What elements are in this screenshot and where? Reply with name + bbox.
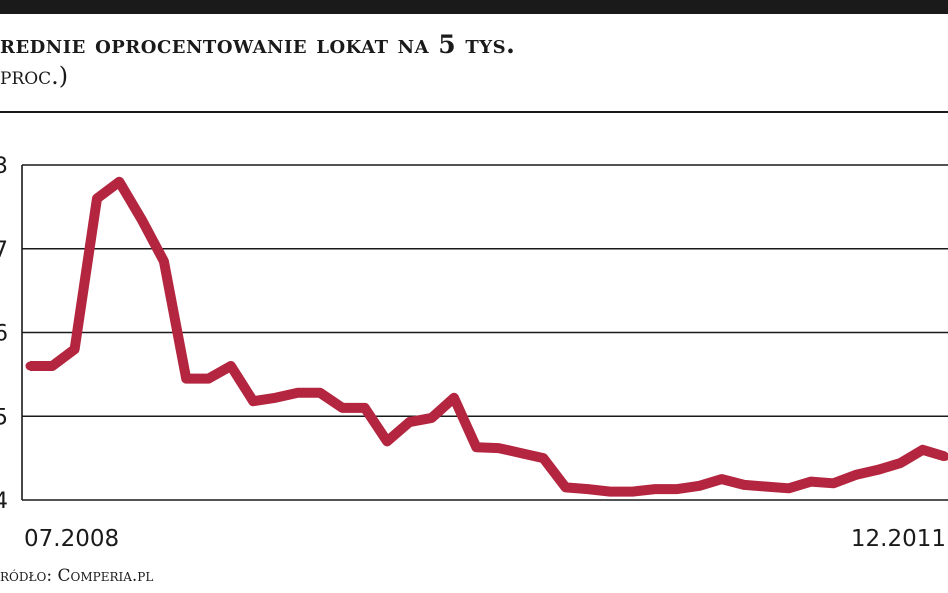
data-point [449, 393, 459, 403]
data-point [494, 443, 504, 453]
chart-title: rednie oprocentowanie lokat na 5 tys. [0, 30, 516, 59]
data-point [761, 482, 771, 492]
data-point [628, 487, 638, 497]
data-point [427, 413, 437, 423]
data-point [181, 374, 191, 384]
header-rule [0, 111, 948, 113]
y-tick-label: 4 [0, 489, 8, 514]
source-note: ródło: Comperia.pl [0, 566, 154, 586]
data-point [404, 417, 414, 427]
data-point [25, 361, 35, 371]
data-point [583, 484, 593, 494]
data-point [248, 396, 258, 406]
x-tick-label: 12.2011 [851, 526, 946, 552]
chart-subtitle: proc.) [0, 62, 69, 90]
y-tick-label: 3 [0, 154, 8, 179]
data-point [114, 177, 124, 187]
data-point [538, 453, 548, 463]
data-point [672, 484, 682, 494]
data-point [92, 194, 102, 203]
data-point [137, 214, 147, 224]
data-point [695, 481, 705, 491]
data-point [70, 344, 80, 354]
data-point [918, 445, 928, 455]
data-point [159, 256, 169, 266]
data-point [650, 484, 660, 494]
data-point [270, 393, 280, 403]
data-point [561, 482, 571, 492]
data-point [382, 436, 392, 446]
data-point [784, 483, 794, 493]
data-point [471, 442, 481, 452]
data-point [940, 451, 948, 461]
data-point [226, 361, 236, 371]
data-point [806, 477, 816, 487]
data-point [717, 474, 727, 484]
data-point [895, 458, 905, 468]
data-point [605, 487, 615, 497]
y-tick-label: 6 [0, 322, 8, 347]
y-tick-label: 7 [0, 238, 8, 263]
data-point [47, 361, 57, 371]
series-line [30, 176, 947, 497]
y-tick-label: 5 [0, 405, 8, 430]
data-point [315, 388, 325, 398]
data-point [293, 388, 303, 398]
data-point [360, 403, 370, 413]
x-tick-label: 07.2008 [24, 526, 119, 552]
data-point [873, 465, 883, 475]
data-point [204, 374, 214, 384]
series-layer [25, 176, 948, 497]
data-point [828, 478, 838, 488]
top-bar [0, 0, 948, 14]
x-axis-ticks: 07.2008 12.2011 [24, 526, 946, 552]
y-axis-ticks: 3 7 6 5 4 [0, 154, 8, 514]
line-chart: 3 7 6 5 4 07.2008 12.2011 [0, 154, 948, 552]
data-point [739, 480, 749, 490]
data-point [516, 448, 526, 458]
data-point [337, 403, 347, 413]
data-point [851, 470, 861, 480]
